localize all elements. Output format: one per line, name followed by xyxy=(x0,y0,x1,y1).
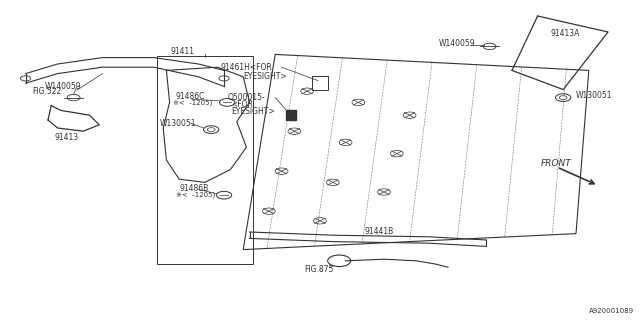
Text: 91441B: 91441B xyxy=(365,227,394,236)
Text: W130051: W130051 xyxy=(160,119,196,128)
Text: 91461H<FOR: 91461H<FOR xyxy=(221,63,273,72)
Text: EYESIGHT>: EYESIGHT> xyxy=(243,72,287,81)
Text: 91413: 91413 xyxy=(54,133,79,142)
Text: W140059: W140059 xyxy=(438,39,475,48)
Text: 91411: 91411 xyxy=(170,47,195,56)
Text: 91486C: 91486C xyxy=(176,92,205,101)
Text: 91486B: 91486B xyxy=(179,184,209,193)
Text: FIG.875: FIG.875 xyxy=(304,265,333,274)
Text: EYESIGHT>: EYESIGHT> xyxy=(232,108,275,116)
Text: ※<  -1205): ※< -1205) xyxy=(176,191,215,198)
Text: <FOR: <FOR xyxy=(232,100,253,109)
Text: W140059: W140059 xyxy=(45,82,81,91)
Text: ※<  -1205): ※< -1205) xyxy=(173,100,212,106)
Bar xyxy=(286,110,296,120)
Text: 91413A: 91413A xyxy=(550,29,580,38)
Text: FRONT: FRONT xyxy=(541,159,572,168)
Text: FIG.522: FIG.522 xyxy=(32,87,61,96)
Bar xyxy=(312,76,328,90)
Text: Q500015-: Q500015- xyxy=(227,93,265,102)
Text: A920001089: A920001089 xyxy=(588,308,634,314)
Text: W130051: W130051 xyxy=(576,92,612,100)
